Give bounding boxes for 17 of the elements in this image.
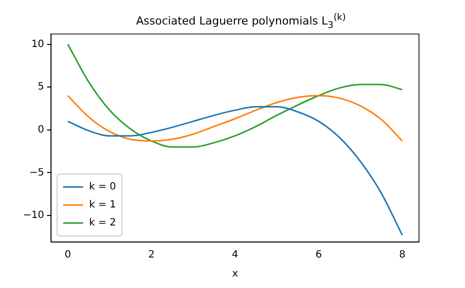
legend-label: k = 1 xyxy=(89,200,116,211)
line-series xyxy=(67,106,404,236)
legend-label: k = 2 xyxy=(89,218,116,229)
y-tick-label: 10 xyxy=(31,38,44,50)
y-tick-label: 5 xyxy=(38,82,44,93)
x-tick-label: 6 xyxy=(315,250,322,261)
x-tick-label: 8 xyxy=(399,250,406,261)
line-series xyxy=(67,44,404,148)
x-axis-title: x xyxy=(232,268,238,280)
x-tick-label: 0 xyxy=(64,250,72,261)
legend-label: k = 0 xyxy=(89,182,116,193)
x-tick-label: 4 xyxy=(232,250,238,261)
y-tick-label: −10 xyxy=(22,210,44,222)
line-series xyxy=(67,94,404,142)
x-tick-label: 2 xyxy=(148,250,155,261)
y-tick-label: −5 xyxy=(29,167,44,178)
y-tick-label: 0 xyxy=(38,124,44,136)
